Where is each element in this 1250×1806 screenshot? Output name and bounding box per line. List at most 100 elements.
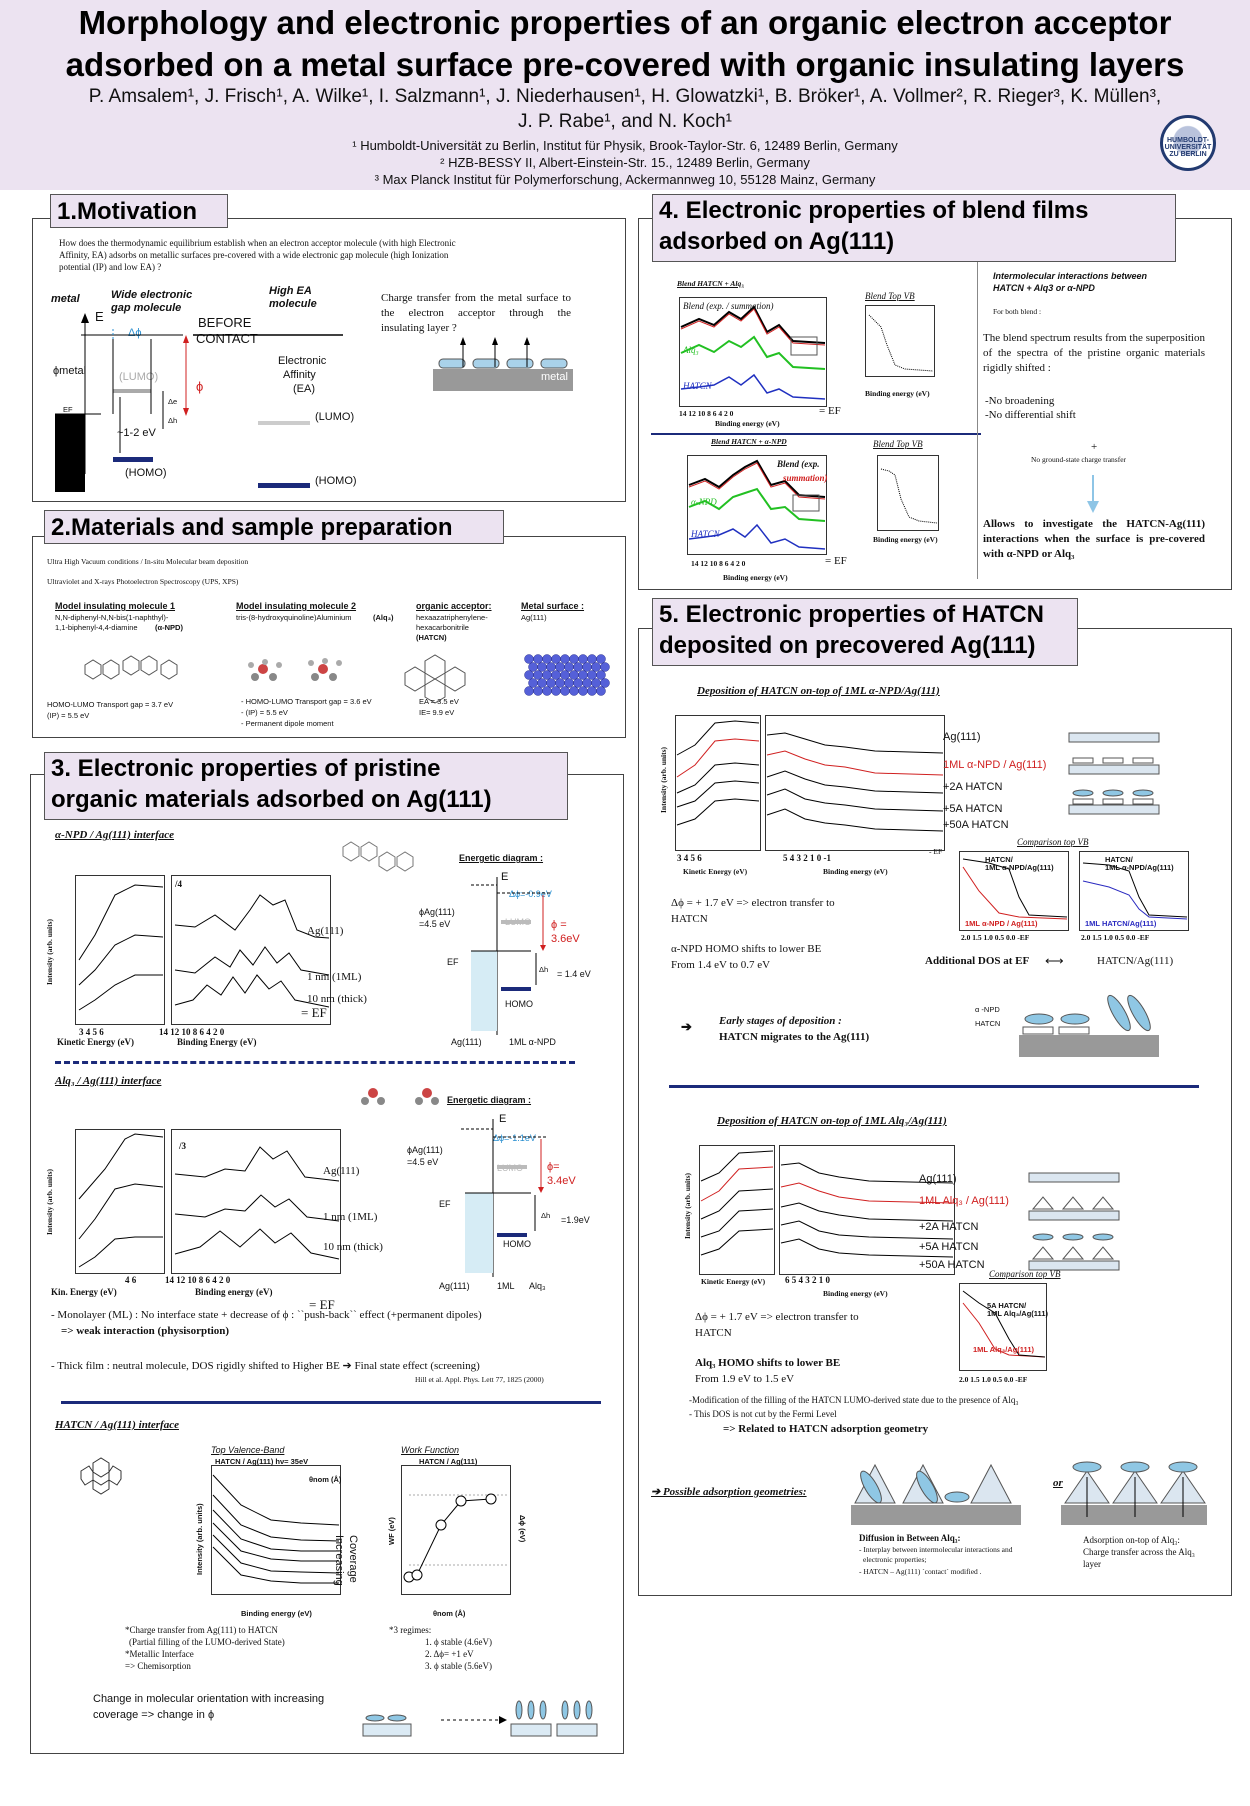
dep1-hatcn-ag: HATCN/Ag(111) [1097, 955, 1174, 967]
alq-diagram-e: E [499, 1113, 507, 1125]
hatcn-note-1: *Charge transfer from Ag(111) to HATCN [125, 1625, 278, 1635]
alq-phi-2: 3.4eV [547, 1175, 576, 1187]
ag-atom [591, 662, 601, 672]
hatcn-coverage: Coverage [347, 1535, 359, 1583]
affiliation-2: ² HZB-BESSY II, Albert-Einstein-Str. 15.… [440, 155, 810, 170]
geometry-2-line-1: Charge transfer across the Alq₃ [1083, 1547, 1195, 1557]
label-energy-e: E [95, 309, 104, 324]
poster-header: Morphology and electronic properties of … [0, 0, 1250, 190]
section-materials: Ultra High Vacuum conditions / In-situ M… [32, 536, 626, 738]
dep1-ef: - EF [929, 847, 943, 856]
npd-ke-label: Kinetic Energy (eV) [57, 1037, 134, 1047]
dep2-comp-spectra [962, 1290, 1046, 1358]
dep2-mod-2: - This DOS is not cut by the Fermi Level [689, 1409, 837, 1419]
dep1-comp1-b: 1ML α-NPD/Ag(111) [985, 863, 1054, 872]
dep2-be-label: Binding energy (eV) [823, 1289, 888, 1298]
section-hatcn-precovered: Deposition of HATCN on-top of 1ML α-NPD/… [638, 628, 1232, 1596]
dep2-comp-a: 5A HATCN/ [987, 1301, 1027, 1310]
blend1-heading: Blend HATCN + Alq₃ [677, 279, 744, 288]
ag-atom [569, 686, 579, 696]
alq-ke-label: Kin. Energy (eV) [51, 1287, 117, 1297]
alq-dphi: Δϕ=-1.1eV [493, 1133, 536, 1143]
dep2-comparison-heading: Comparison top VB [989, 1269, 1061, 1279]
dep1-dphi-b: HATCN [671, 913, 708, 925]
alq-label-ag: Ag(111) [323, 1165, 360, 1177]
dep1-ke-ticks: 3 4 5 6 [677, 853, 702, 863]
blend1-xlabel: Binding energy (eV) [715, 419, 780, 428]
ag-atom [542, 686, 552, 696]
blend-superposition: The blend spectrum results from the supe… [983, 332, 1205, 374]
authors-line1: P. Amsalem¹, J. Frisch¹, A. Wilke¹, I. S… [88, 86, 1162, 107]
dep1-comp1-ticks: 2.0 1.5 1.0 0.5 0.0 -EF [961, 933, 1030, 942]
dep1-comparison-heading: Comparison top VB [1017, 837, 1089, 847]
dep1-comp2-b: 1ML α-NPD/Ag(111) [1105, 863, 1174, 872]
m1-ip: (IP) = 5.5 eV [47, 711, 90, 720]
hatcn-regimes: *3 regimes: [389, 1625, 432, 1635]
section-blend: Blend HATCN + Alq₃ Blend (exp. / summati… [638, 218, 1232, 590]
blend1-top-plot [865, 305, 935, 377]
pristine-note-monolayer: - Monolayer (ML) : No interface state + … [51, 1309, 482, 1321]
ag-atom [537, 678, 547, 688]
blend2-xlabel: Binding energy (eV) [723, 573, 788, 582]
geometry-2-line-2: layer [1083, 1559, 1101, 1569]
dep1-be-ticks: 5 4 3 2 1 0 -1 [783, 853, 831, 863]
blend2-top-spectrum [880, 468, 938, 524]
blend1-top-spectrum [868, 314, 934, 372]
dep2-ylabel: Intensity (arb. units) [683, 1172, 692, 1239]
blend-no-differential: -No differential shift [985, 409, 1076, 421]
dep1-spectra [676, 720, 944, 832]
m2-heading: Model insulating molecule 2 [236, 601, 357, 611]
alq-phi-ag: ϕAg(111) [407, 1145, 443, 1155]
blend-down-arrow [1087, 475, 1099, 513]
dep1-ke-label: Kinetic Energy (eV) [683, 867, 748, 876]
blend-no-ground-state: No ground-state charge transfer [1031, 455, 1127, 464]
label-before: BEFORE [198, 315, 252, 330]
ag-atom [587, 670, 597, 680]
hatcn-regime-3: 3. ϕ stable (5.6eV) [425, 1661, 492, 1671]
dep1-be-label: Binding energy (eV) [823, 867, 888, 876]
ag-atom [564, 678, 574, 688]
geometry-1-heading: Diffusion in Between Alq₃: [859, 1533, 961, 1543]
alq-diagram-homo: HOMO [503, 1239, 531, 1249]
ag-atom [560, 654, 570, 664]
dep2-heading: Deposition of HATCN on-top of 1ML Alq₃/A… [717, 1115, 947, 1127]
ag-atom [587, 686, 597, 696]
hatcn-wf-points [403, 1493, 507, 1583]
blend1-label-hatcn: HATCN [683, 381, 712, 391]
dep1-vb-plot [765, 715, 945, 851]
alq-diagram-ef: EF [439, 1199, 451, 1209]
dep2-alq-from: From 1.9 eV to 1.5 eV [695, 1373, 795, 1385]
alq-heading: Alq₃ / Ag(111) interface [55, 1075, 162, 1087]
npd-dh: Δh [539, 965, 549, 974]
npd-diagram-e: E [501, 871, 509, 883]
dep2-label-2a: +2A HATCN [919, 1221, 979, 1233]
section-1-title: 1.Motivation [50, 194, 228, 228]
ag-atom [600, 678, 610, 688]
poster-title-line1: Morphology and electronic properties of … [78, 4, 1172, 41]
ag-atom [560, 686, 570, 696]
ag-atom [524, 654, 534, 664]
blend-allows: Allows to investigate the HATCN-Ag(111) … [983, 518, 1205, 560]
blend1-ticks: 14 12 10 8 6 4 2 0 [679, 409, 734, 418]
dep1-early-2: HATCN migrates to the Ag(111) [719, 1031, 870, 1043]
npd-be-ticks: 14 12 10 8 6 4 2 0 [159, 1027, 225, 1037]
alq-energetic-heading: Energetic diagram : [447, 1095, 532, 1105]
dep1-dphi: Δϕ = + 1.7 eV => electron transfer to [671, 897, 835, 909]
label-high-ea: High EA molecule [269, 285, 317, 310]
dep1-ylabel: Intensity (arb. units) [659, 746, 668, 813]
geometry-2-heading: Adsorption on-top of Alq₃: [1083, 1535, 1180, 1545]
ag-atom [524, 686, 534, 696]
insulating-layer-sketch [433, 337, 573, 391]
npd-diagram-x1: Ag(111) [451, 1037, 482, 1047]
m2-gap: - HOMO-LUMO Transport gap = 3.6 eV [241, 697, 372, 706]
alq-ke-ticks: 4 6 [125, 1275, 137, 1285]
alq-energetic-diagram [342, 841, 547, 1277]
label-ef-motivation: EF [63, 405, 73, 414]
npd-energetic-heading: Energetic diagram : [459, 853, 544, 863]
materials-ups: Ultraviolet and X-rays Photoelectron Spe… [47, 577, 239, 586]
hatcn-vb-ylabel: Intensity (arb. units) [195, 1503, 204, 1575]
npd-phi-2: 3.6eV [551, 933, 580, 945]
npd-ke-ticks: 3 4 5 6 [79, 1027, 104, 1037]
blend-divider [651, 433, 981, 435]
npd-label-ag: Ag(111) [307, 925, 344, 937]
